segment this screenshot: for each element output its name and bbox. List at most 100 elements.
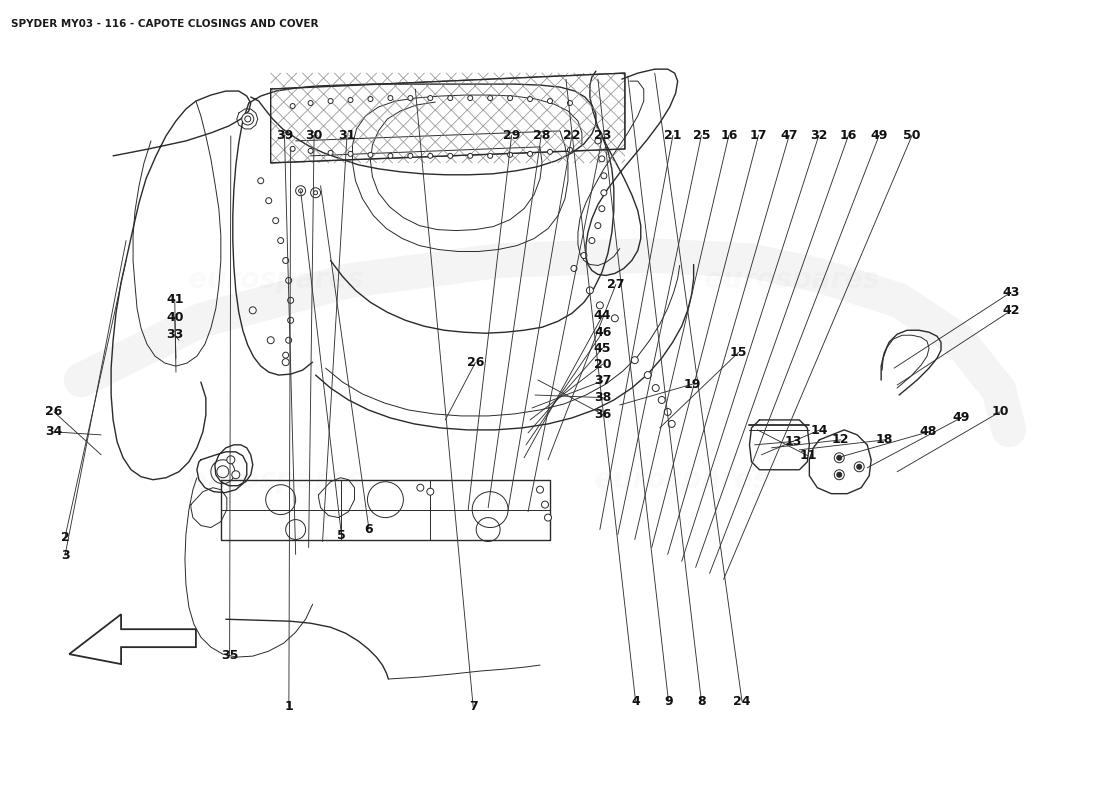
Text: SPYDER MY03 - 116 - CAPOTE CLOSINGS AND COVER: SPYDER MY03 - 116 - CAPOTE CLOSINGS AND …: [11, 19, 319, 30]
Circle shape: [448, 154, 453, 158]
Circle shape: [548, 150, 552, 154]
Text: 30: 30: [306, 129, 322, 142]
Text: 33: 33: [166, 328, 184, 341]
Text: 18: 18: [876, 434, 893, 446]
Text: 25: 25: [693, 129, 711, 142]
Circle shape: [428, 154, 432, 158]
Text: 26: 26: [466, 356, 484, 369]
Text: 16: 16: [720, 129, 737, 142]
Text: 5: 5: [338, 529, 345, 542]
Text: eurospares: eurospares: [188, 466, 363, 494]
Text: 29: 29: [503, 129, 520, 142]
Circle shape: [283, 358, 289, 366]
Text: 45: 45: [594, 342, 612, 354]
Circle shape: [286, 278, 292, 283]
Text: 8: 8: [697, 695, 706, 708]
Circle shape: [242, 113, 254, 125]
Circle shape: [290, 146, 295, 151]
Text: 11: 11: [799, 450, 816, 462]
Circle shape: [568, 147, 572, 152]
Text: 7: 7: [469, 701, 477, 714]
Circle shape: [368, 152, 373, 158]
Circle shape: [857, 464, 861, 470]
Circle shape: [834, 470, 845, 480]
Circle shape: [507, 152, 513, 158]
Circle shape: [596, 302, 604, 309]
Circle shape: [668, 421, 675, 427]
Circle shape: [612, 314, 618, 322]
Text: eurospares: eurospares: [188, 266, 363, 294]
Text: eurospares: eurospares: [594, 466, 769, 494]
Text: 49: 49: [870, 129, 888, 142]
Circle shape: [348, 98, 353, 102]
Circle shape: [595, 138, 601, 144]
Circle shape: [645, 371, 651, 378]
Text: 28: 28: [532, 129, 550, 142]
Circle shape: [277, 238, 284, 243]
Circle shape: [348, 151, 353, 156]
Text: 40: 40: [166, 310, 184, 323]
Text: 24: 24: [734, 695, 751, 708]
Circle shape: [296, 186, 306, 196]
Circle shape: [598, 156, 605, 162]
Text: 17: 17: [750, 129, 767, 142]
Circle shape: [598, 206, 605, 212]
Text: 37: 37: [594, 374, 612, 387]
Circle shape: [507, 95, 513, 101]
Circle shape: [855, 462, 865, 472]
Text: 44: 44: [594, 309, 612, 322]
Circle shape: [601, 190, 607, 196]
Text: 41: 41: [166, 293, 184, 306]
Text: 49: 49: [953, 411, 970, 424]
Text: 21: 21: [664, 129, 682, 142]
Text: 36: 36: [594, 408, 612, 421]
Circle shape: [528, 151, 532, 156]
Text: 14: 14: [810, 424, 827, 437]
Circle shape: [328, 150, 333, 155]
Circle shape: [528, 97, 532, 102]
Text: 4: 4: [631, 695, 640, 708]
Circle shape: [586, 287, 593, 294]
Text: 32: 32: [810, 129, 827, 142]
Circle shape: [290, 103, 295, 109]
Circle shape: [308, 101, 314, 106]
Text: 50: 50: [903, 129, 921, 142]
Text: 1: 1: [285, 701, 294, 714]
Circle shape: [837, 455, 842, 460]
Circle shape: [232, 470, 240, 478]
Text: 16: 16: [839, 129, 857, 142]
Text: 34: 34: [45, 426, 63, 438]
Text: 20: 20: [594, 358, 612, 370]
Polygon shape: [69, 614, 196, 664]
Circle shape: [658, 397, 666, 403]
Polygon shape: [271, 73, 625, 163]
Circle shape: [428, 95, 432, 101]
Circle shape: [283, 352, 288, 358]
Text: 2: 2: [60, 530, 69, 544]
Circle shape: [257, 178, 264, 184]
Circle shape: [388, 95, 393, 101]
Circle shape: [468, 95, 473, 101]
Text: 9: 9: [664, 695, 673, 708]
Circle shape: [388, 154, 393, 158]
Circle shape: [368, 97, 373, 102]
Circle shape: [487, 154, 493, 158]
Text: 31: 31: [339, 129, 355, 142]
Text: 38: 38: [594, 391, 612, 404]
Circle shape: [266, 198, 272, 204]
Circle shape: [548, 98, 552, 103]
Circle shape: [652, 385, 659, 391]
Text: 3: 3: [60, 549, 69, 562]
Text: 6: 6: [364, 522, 373, 536]
Text: 23: 23: [594, 129, 612, 142]
Circle shape: [288, 298, 294, 303]
Circle shape: [286, 338, 292, 343]
Circle shape: [310, 188, 320, 198]
Circle shape: [328, 98, 333, 103]
Text: 43: 43: [1002, 286, 1020, 299]
Circle shape: [664, 409, 671, 415]
Circle shape: [568, 101, 572, 106]
Circle shape: [588, 238, 595, 243]
Circle shape: [408, 154, 412, 158]
Circle shape: [448, 95, 453, 101]
